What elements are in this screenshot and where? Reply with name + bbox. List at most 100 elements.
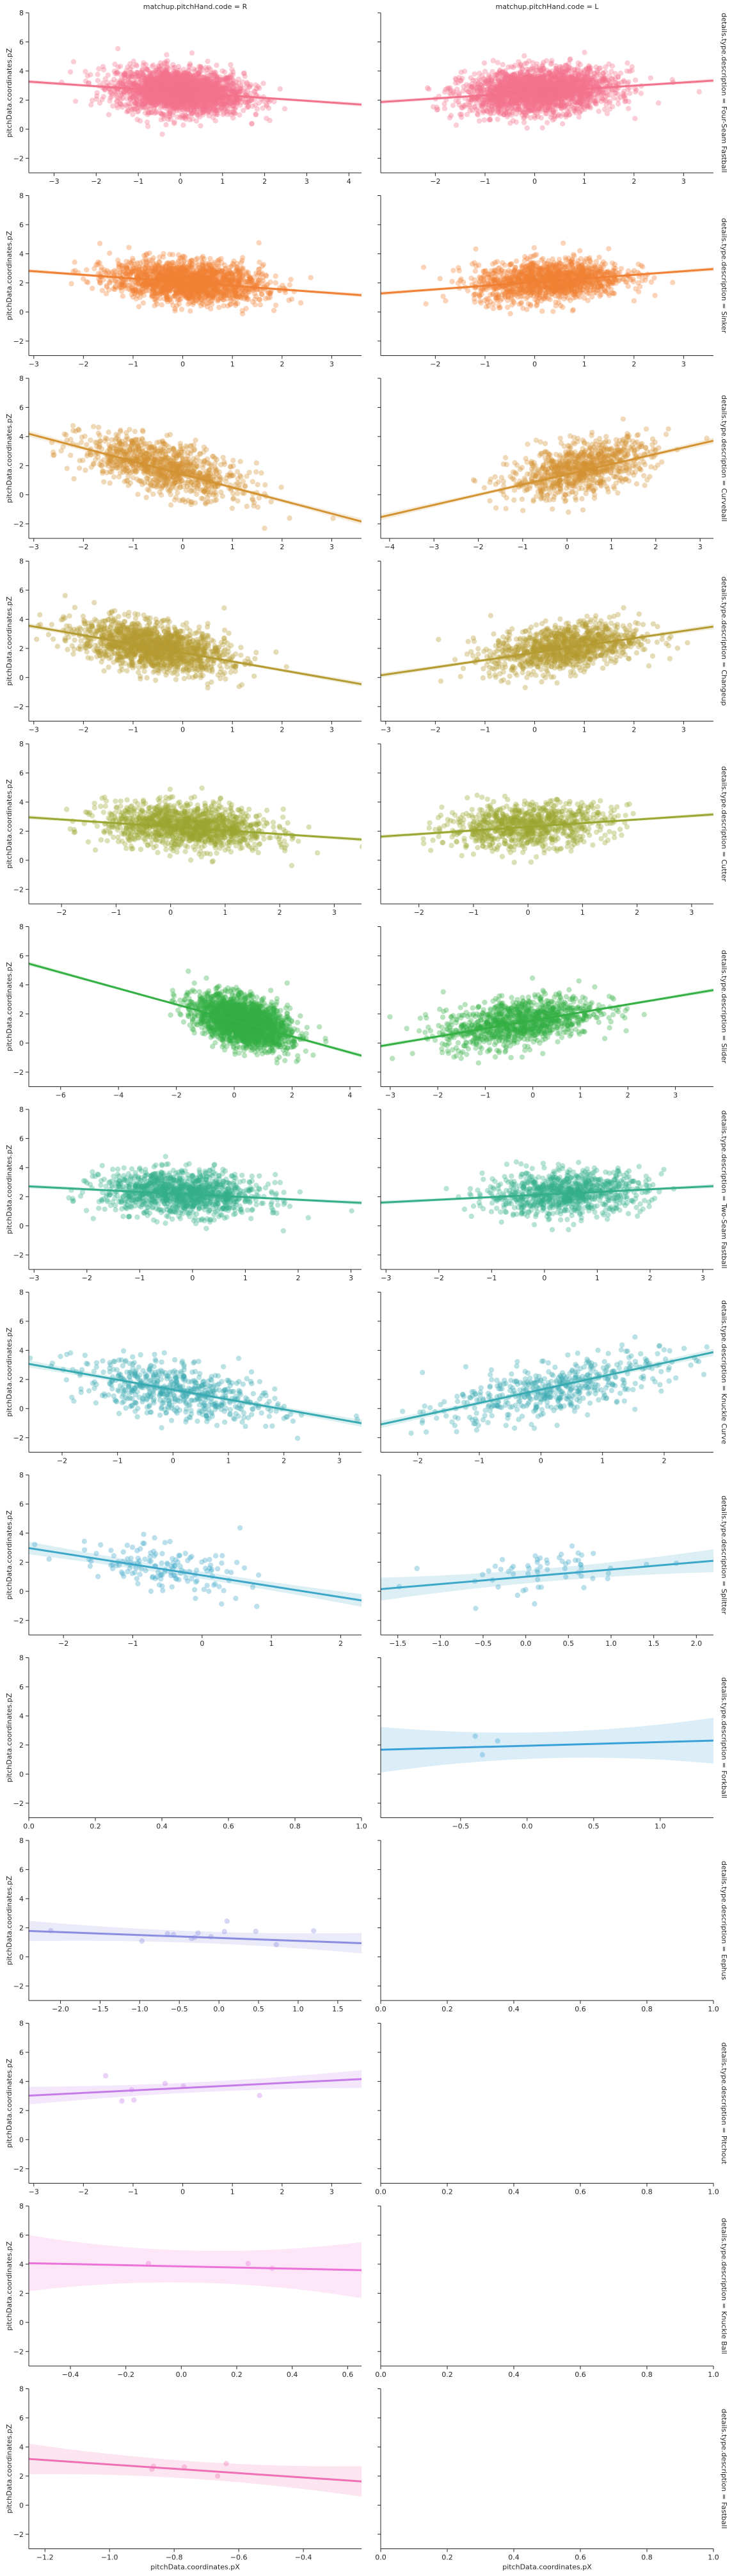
data-point [138,77,144,83]
data-point [189,50,195,56]
data-point [201,83,207,90]
data-point [150,80,157,86]
data-point [237,89,243,95]
data-point [83,78,89,85]
data-point [182,112,189,118]
data-point [177,105,183,111]
data-point [197,93,203,99]
data-point [552,102,558,108]
data-point [157,92,163,97]
data-point [170,78,175,84]
data-point [171,72,177,77]
data-point [193,85,198,91]
data-point [244,81,250,87]
data-point [230,106,237,111]
data-point [196,70,202,76]
data-point [515,76,521,81]
data-point [162,82,168,88]
data-point [174,80,180,86]
data-point [203,96,209,102]
data-point [149,78,155,84]
data-point [155,100,162,106]
data-point [559,121,566,127]
data-point [158,117,164,123]
data-point [107,98,113,104]
data-point [170,95,175,101]
data-point [206,86,212,92]
data-point [209,88,215,94]
data-point [211,98,216,104]
data-point [178,104,184,110]
data-point [170,77,176,84]
data-point [188,87,195,93]
data-point [195,100,200,106]
data-point [159,90,164,96]
data-point [163,68,170,74]
data-point [200,99,206,104]
data-point [150,92,155,98]
data-point [173,81,179,87]
data-point [226,102,232,108]
data-point [181,83,187,88]
data-point [127,96,134,102]
data-point [186,71,192,77]
data-point [241,70,248,76]
data-point [111,68,118,74]
data-point [165,74,171,80]
data-point [189,93,196,100]
data-point [469,81,475,87]
data-point [170,93,175,99]
data-point [216,100,221,106]
data-point [187,81,193,87]
data-point [191,98,196,104]
data-point [199,109,205,115]
data-point [163,83,170,88]
data-point [151,92,157,98]
data-point [194,111,200,118]
data-point [147,92,152,99]
data-point [161,96,167,102]
data-point [465,88,472,95]
data-point [184,95,189,101]
data-point [219,87,225,93]
data-point [143,76,148,82]
data-point [149,95,155,101]
data-point [149,109,155,116]
data-point [140,92,146,98]
data-point [179,115,186,121]
data-point [158,70,164,77]
data-point [182,86,188,92]
data-point [151,99,157,105]
data-point [191,79,197,85]
data-point [150,96,157,102]
data-point [72,98,79,104]
data-point [182,105,188,111]
data-point [232,101,237,106]
data-point [184,107,191,113]
data-point [173,95,179,101]
data-point [145,95,151,101]
data-point [213,85,219,92]
data-point [156,84,163,90]
data-point [206,86,212,92]
data-point [191,75,196,81]
data-point [223,99,229,105]
data-point [177,94,182,101]
data-point [150,62,156,68]
data-point [215,81,221,87]
data-point [196,83,202,88]
data-point [177,80,184,86]
data-point [175,92,182,99]
data-point [163,76,169,82]
data-point [160,78,166,84]
data-point [245,103,251,109]
data-point [213,108,219,113]
data-point [170,70,176,76]
data-point [134,70,140,76]
data-point [201,98,207,104]
data-point [168,93,174,99]
y-tick-label: 8 [19,9,24,17]
data-point [249,120,255,127]
data-point [134,117,140,122]
data-point [175,95,180,102]
